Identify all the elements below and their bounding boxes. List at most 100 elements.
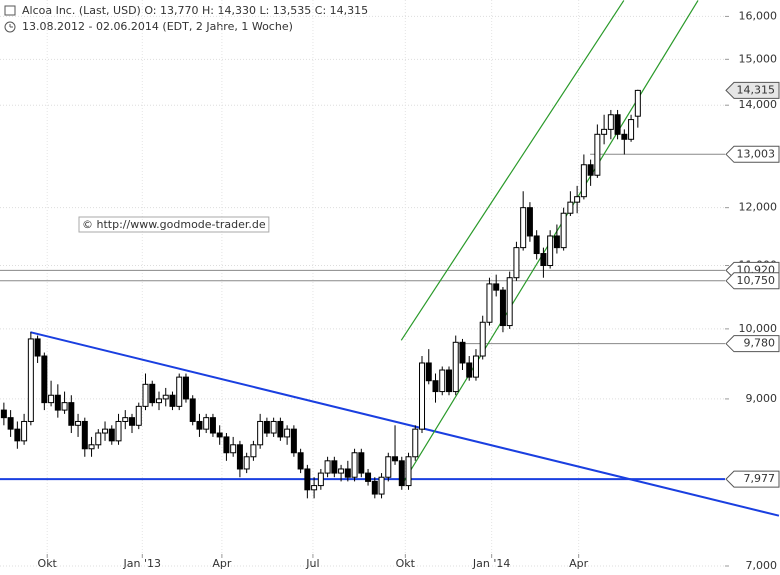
candle-body bbox=[155, 398, 162, 404]
candle-body bbox=[445, 369, 452, 393]
candle-body bbox=[533, 235, 540, 255]
candle-body bbox=[75, 420, 82, 426]
candle-body bbox=[21, 420, 28, 442]
candle-body bbox=[182, 376, 189, 400]
candle-body bbox=[284, 428, 291, 438]
candle-body bbox=[614, 114, 621, 135]
candle-body bbox=[459, 341, 466, 364]
candle-body bbox=[169, 394, 176, 407]
candle-body bbox=[324, 460, 331, 474]
candle-body bbox=[486, 283, 493, 323]
y-tick-label: 9,000 bbox=[746, 392, 778, 405]
candle-body bbox=[7, 417, 14, 430]
candle-body bbox=[358, 452, 365, 474]
candle-body bbox=[236, 444, 243, 470]
candle-body bbox=[135, 405, 142, 426]
candle-body bbox=[48, 394, 55, 404]
candle-body bbox=[405, 456, 412, 487]
candle-body bbox=[338, 468, 345, 474]
candle-body bbox=[209, 417, 216, 434]
candle-body bbox=[432, 380, 439, 393]
candle-body bbox=[27, 338, 34, 422]
candle-body bbox=[95, 432, 102, 446]
candle-body bbox=[540, 253, 547, 267]
candle-body bbox=[102, 428, 109, 434]
candle-body bbox=[607, 114, 614, 130]
y-tick-label: 14,000 bbox=[739, 98, 778, 111]
candle-body bbox=[108, 428, 115, 442]
x-tick-label: Apr bbox=[569, 557, 589, 570]
candle-body bbox=[230, 444, 237, 454]
candle-body bbox=[553, 235, 560, 249]
candle-body bbox=[587, 164, 594, 176]
candle-body bbox=[304, 468, 311, 491]
y-tick-label: 10,000 bbox=[739, 322, 778, 335]
candle-body bbox=[344, 468, 351, 478]
candle-body bbox=[216, 432, 223, 438]
watermark-box bbox=[78, 216, 270, 233]
candle-body bbox=[257, 420, 264, 446]
level-marker bbox=[725, 470, 780, 488]
candle-body bbox=[513, 247, 520, 279]
candle-body bbox=[54, 394, 61, 411]
watermark: © http://www.godmode-trader.de bbox=[82, 218, 266, 231]
candle-body bbox=[243, 456, 250, 470]
candle-body bbox=[149, 383, 156, 404]
candle-body bbox=[621, 133, 628, 140]
candle-body bbox=[68, 402, 75, 426]
candle-body bbox=[594, 133, 601, 176]
candle-body bbox=[81, 420, 88, 450]
candle-body bbox=[88, 444, 95, 450]
subtitle: 13.08.2012 - 02.06.2014 (EDT, 2 Jahre, 1… bbox=[22, 20, 293, 33]
candle-body bbox=[601, 128, 608, 135]
candle-body bbox=[452, 341, 459, 393]
candle-body bbox=[142, 383, 149, 407]
y-tick-label: 7,000 bbox=[746, 559, 778, 572]
level-marker bbox=[725, 145, 780, 163]
header-icons bbox=[4, 5, 16, 33]
candle-body bbox=[506, 277, 513, 327]
level-label: 14,315 bbox=[737, 83, 776, 96]
candle-body bbox=[277, 420, 284, 438]
candle-body bbox=[290, 428, 297, 454]
candle-body bbox=[371, 480, 378, 495]
candle-body bbox=[270, 420, 277, 434]
level-label: 13,003 bbox=[737, 147, 776, 160]
y-tick-label: 15,000 bbox=[739, 52, 778, 65]
x-tick-label: Okt bbox=[396, 557, 416, 570]
candle-body bbox=[580, 164, 587, 198]
candle-body bbox=[263, 420, 270, 434]
candle-body bbox=[223, 436, 230, 454]
candle-body bbox=[351, 452, 358, 478]
x-tick-label: Apr bbox=[212, 557, 232, 570]
candle-body bbox=[297, 452, 304, 470]
y-tick-label: 16,000 bbox=[739, 9, 778, 22]
candle-body bbox=[34, 338, 41, 357]
candle-body bbox=[129, 417, 136, 426]
y-tick-label: 12,000 bbox=[739, 201, 778, 214]
candle-body bbox=[567, 201, 574, 214]
trend-line bbox=[400, 0, 625, 341]
candle-body bbox=[574, 196, 581, 203]
candle-body bbox=[398, 460, 405, 487]
candle-body bbox=[41, 355, 48, 404]
level-label: 7,977 bbox=[744, 472, 776, 485]
candle-body bbox=[176, 376, 183, 407]
candle-body bbox=[419, 362, 426, 430]
candle-body bbox=[499, 289, 506, 327]
candle-body bbox=[560, 212, 567, 249]
candle-body bbox=[520, 207, 527, 249]
candle-body bbox=[311, 485, 318, 491]
candle-body bbox=[425, 362, 432, 382]
candle-body bbox=[0, 409, 7, 419]
candle-body bbox=[526, 207, 533, 237]
candle-body bbox=[439, 369, 446, 393]
level-marker bbox=[725, 81, 780, 99]
candle-body bbox=[392, 456, 399, 462]
candle-body bbox=[378, 476, 385, 495]
level-label: 10,750 bbox=[737, 274, 776, 287]
level-label: 9,780 bbox=[744, 337, 776, 350]
candle-body bbox=[203, 417, 210, 430]
x-tick-label: Okt bbox=[38, 557, 58, 570]
